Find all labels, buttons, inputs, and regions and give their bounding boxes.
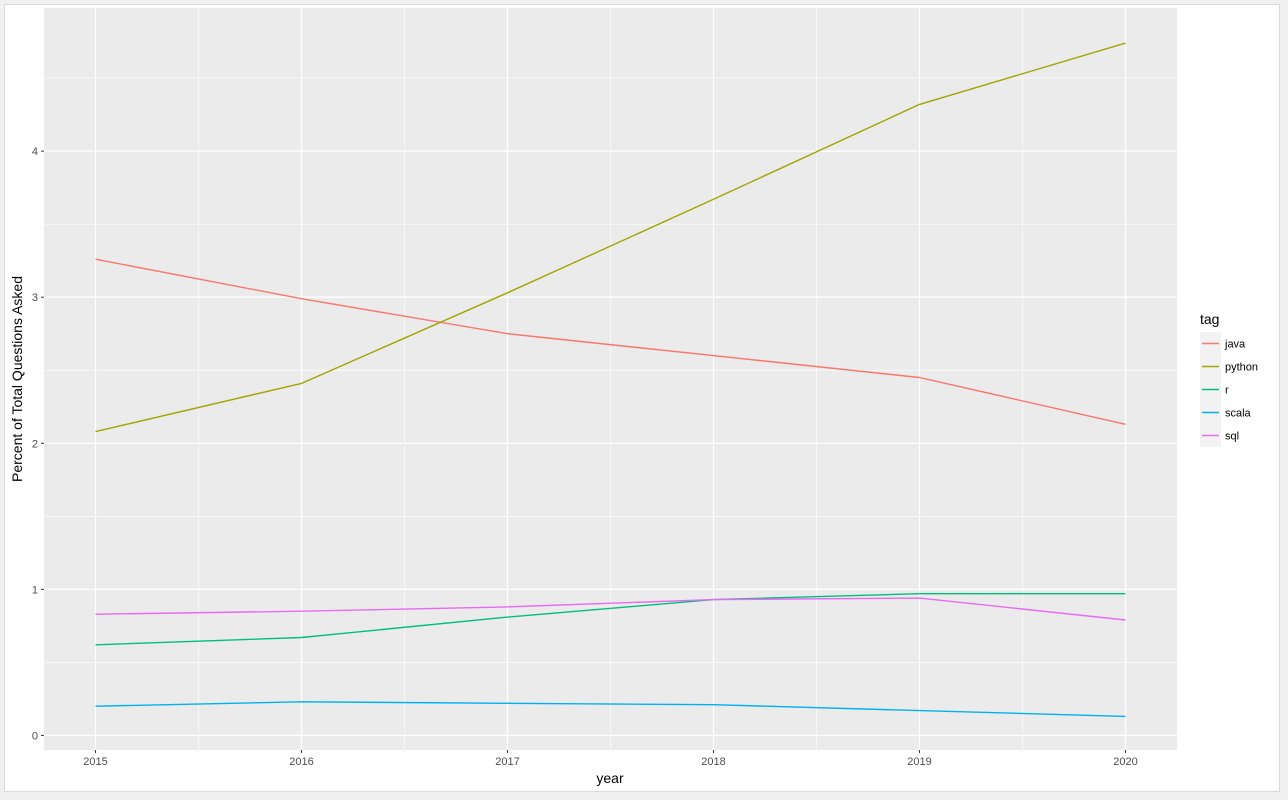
legend-label: scala	[1225, 408, 1252, 420]
x-axis: 2015 2016 2017 2018 2019 2020	[83, 750, 1138, 768]
legend-title: tag	[1200, 311, 1219, 327]
minor-x-gridlines	[198, 8, 1023, 750]
legend: tag java python r scala sql	[1200, 311, 1258, 447]
x-axis-title: year	[596, 770, 624, 786]
major-y-gridlines	[44, 150, 1177, 737]
series-line-java	[95, 258, 1126, 425]
legend-label: java	[1224, 339, 1246, 351]
x-tick-label: 2015	[83, 756, 107, 768]
x-tick-label: 2020	[1113, 756, 1137, 768]
y-tick-label: 2	[32, 438, 38, 450]
legend-item-java: java	[1200, 332, 1246, 355]
series-line-scala	[95, 701, 1126, 718]
x-tick-label: 2018	[701, 756, 725, 768]
series-lines	[95, 42, 1126, 718]
y-axis-title: Percent of Total Questions Asked	[9, 276, 25, 482]
y-tick-label: 1	[32, 584, 38, 596]
series-line-r	[95, 593, 1126, 646]
x-tick-label: 2019	[907, 756, 931, 768]
legend-label: r	[1225, 385, 1229, 397]
y-axis: 0 1 2 3 4	[32, 146, 44, 742]
y-tick-label: 0	[32, 730, 38, 742]
legend-items: java python r scala sql	[1200, 332, 1258, 447]
x-tick-label: 2016	[289, 756, 313, 768]
x-tick-label: 2017	[495, 756, 519, 768]
y-tick-label: 4	[32, 146, 38, 158]
line-chart: 0 1 2 3 4 2015 2016 2017 2018 2019 2020 year Perc…	[9, 8, 1258, 786]
series-line-sql	[95, 597, 1126, 621]
legend-item-r: r	[1200, 378, 1229, 401]
y-tick-label: 3	[32, 292, 38, 304]
legend-item-python: python	[1200, 355, 1258, 378]
series-line-python	[95, 42, 1126, 433]
legend-label: python	[1225, 362, 1258, 374]
plot-window: 0 1 2 3 4 2015 2016 2017 2018 2019 2020 year Perc…	[4, 4, 1280, 792]
legend-label: sql	[1225, 431, 1239, 443]
major-x-gridlines	[94, 8, 1127, 750]
legend-item-scala: scala	[1200, 401, 1252, 424]
legend-item-sql: sql	[1200, 424, 1239, 447]
